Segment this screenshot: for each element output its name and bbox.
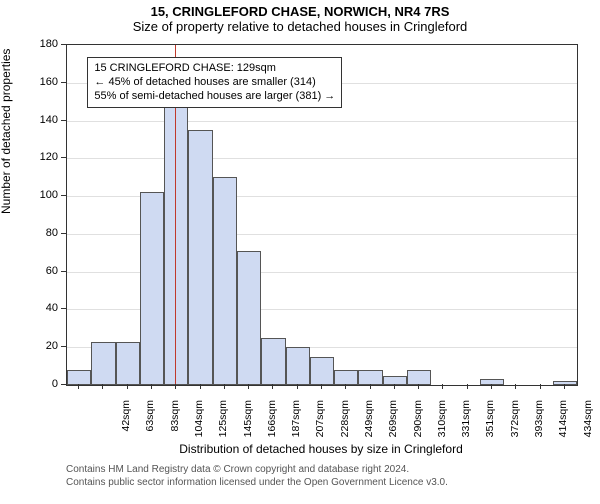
x-tick-label: 145sqm (242, 400, 254, 450)
x-tick (200, 384, 201, 389)
annotation-box: 15 CRINGLEFORD CHASE: 129sqm← 45% of det… (87, 57, 342, 108)
x-tick-label: 351sqm (484, 400, 496, 450)
x-tick-label: 125sqm (217, 400, 229, 450)
x-tick-label: 83sqm (169, 400, 181, 450)
page-subtitle: Size of property relative to detached ho… (0, 19, 600, 34)
x-tick-label: 414sqm (557, 400, 569, 450)
x-tick (272, 384, 273, 389)
x-tick (370, 384, 371, 389)
x-tick (321, 384, 322, 389)
x-tick (442, 384, 443, 389)
y-tick (61, 271, 66, 272)
histogram-bar (116, 342, 140, 385)
y-tick (61, 157, 66, 158)
y-tick-label: 180 (0, 38, 58, 50)
y-tick-label: 140 (0, 114, 58, 126)
y-tick-label: 60 (0, 265, 58, 277)
x-tick (345, 384, 346, 389)
x-tick-label: 393sqm (533, 400, 545, 450)
x-tick-label: 249sqm (363, 400, 375, 450)
x-tick (78, 384, 79, 389)
x-tick-label: 310sqm (436, 400, 448, 450)
annotation-line: ← 45% of detached houses are smaller (31… (94, 75, 335, 89)
y-tick (61, 308, 66, 309)
x-tick (248, 384, 249, 389)
y-tick-label: 40 (0, 302, 58, 314)
x-tick (151, 384, 152, 389)
y-tick (61, 346, 66, 347)
gridline (67, 121, 577, 122)
x-tick (491, 384, 492, 389)
histogram-bar (188, 130, 212, 385)
histogram-bar (237, 251, 261, 385)
histogram-bar (286, 347, 310, 385)
annotation-line: 55% of semi-detached houses are larger (… (94, 89, 335, 103)
annotation-line: 15 CRINGLEFORD CHASE: 129sqm (94, 61, 335, 75)
footer-copyright-2: Contains public sector information licen… (66, 477, 448, 488)
x-tick-label: 42sqm (120, 400, 132, 450)
x-tick (175, 384, 176, 389)
y-tick (61, 233, 66, 234)
x-tick (418, 384, 419, 389)
x-tick (394, 384, 395, 389)
y-tick-label: 80 (0, 227, 58, 239)
x-tick (297, 384, 298, 389)
x-tick-label: 228sqm (339, 400, 351, 450)
histogram-bar (310, 357, 334, 385)
x-tick-label: 63sqm (144, 400, 156, 450)
page-title: 15, CRINGLEFORD CHASE, NORWICH, NR4 7RS (0, 4, 600, 19)
x-tick-label: 290sqm (412, 400, 424, 450)
y-tick (61, 44, 66, 45)
y-tick-label: 20 (0, 340, 58, 352)
y-tick-label: 0 (0, 378, 58, 390)
y-tick-label: 120 (0, 151, 58, 163)
x-tick-label: 331sqm (460, 400, 472, 450)
x-tick (540, 384, 541, 389)
x-tick (515, 384, 516, 389)
x-tick (127, 384, 128, 389)
x-tick (467, 384, 468, 389)
histogram-bar (358, 370, 382, 385)
x-tick-label: 372sqm (509, 400, 521, 450)
x-tick-label: 434sqm (582, 400, 594, 450)
x-tick-label: 207sqm (314, 400, 326, 450)
histogram-bar (407, 370, 431, 385)
histogram-bar (91, 342, 115, 385)
histogram-bar (553, 381, 577, 385)
histogram-bar (334, 370, 358, 385)
x-tick (224, 384, 225, 389)
y-tick-label: 160 (0, 76, 58, 88)
histogram-bar (213, 177, 237, 385)
x-tick (102, 384, 103, 389)
y-tick (61, 384, 66, 385)
x-tick-label: 104sqm (193, 400, 205, 450)
histogram-bar (67, 370, 91, 385)
gridline (67, 158, 577, 159)
histogram-bar (261, 338, 285, 385)
x-tick-label: 187sqm (290, 400, 302, 450)
histogram-bar (164, 107, 188, 385)
x-tick-label: 269sqm (387, 400, 399, 450)
x-tick (564, 384, 565, 389)
x-tick-label: 166sqm (266, 400, 278, 450)
footer-copyright-1: Contains HM Land Registry data © Crown c… (66, 464, 409, 475)
histogram-bar (140, 192, 164, 385)
histogram-bar (383, 376, 407, 385)
histogram-plot: 15 CRINGLEFORD CHASE: 129sqm← 45% of det… (66, 44, 578, 386)
y-tick (61, 120, 66, 121)
y-tick (61, 195, 66, 196)
y-tick (61, 82, 66, 83)
y-tick-label: 100 (0, 189, 58, 201)
